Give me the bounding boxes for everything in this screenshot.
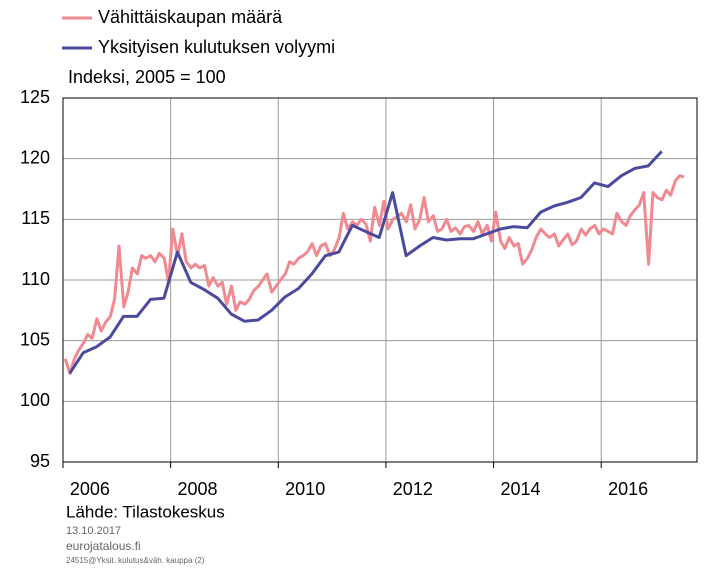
y-tick-label: 125 bbox=[20, 87, 50, 107]
y-tick-label: 95 bbox=[30, 451, 50, 471]
date: 13.10.2017 bbox=[66, 525, 121, 537]
site: eurojatalous.fi bbox=[66, 539, 141, 553]
x-tick-label: 2016 bbox=[608, 479, 648, 499]
series-line bbox=[63, 174, 685, 375]
x-tick-label: 2010 bbox=[285, 479, 325, 499]
x-tick-label: 2006 bbox=[70, 479, 110, 499]
y-tick-label: 120 bbox=[20, 147, 50, 167]
x-tick-label: 2008 bbox=[178, 479, 218, 499]
legend-label: Vähittäiskaupan määrä bbox=[98, 7, 283, 27]
plot-frame bbox=[62, 97, 698, 463]
legend-label: Yksityisen kulutuksen volyymi bbox=[98, 37, 335, 57]
x-tick-label: 2012 bbox=[393, 479, 433, 499]
y-tick-label: 100 bbox=[20, 390, 50, 410]
series-line bbox=[68, 150, 663, 375]
y-tick-label: 105 bbox=[20, 329, 50, 349]
subtitle: Indeksi, 2005 = 100 bbox=[68, 67, 226, 87]
y-tick-label: 110 bbox=[21, 269, 50, 289]
x-tick-label: 2014 bbox=[500, 479, 540, 499]
source: Lähde: Tilastokeskus bbox=[66, 502, 225, 521]
file-ref: 24515@Yksit. kulutus&väh. kauppa (2) bbox=[66, 556, 205, 565]
y-tick-label: 115 bbox=[21, 208, 50, 228]
